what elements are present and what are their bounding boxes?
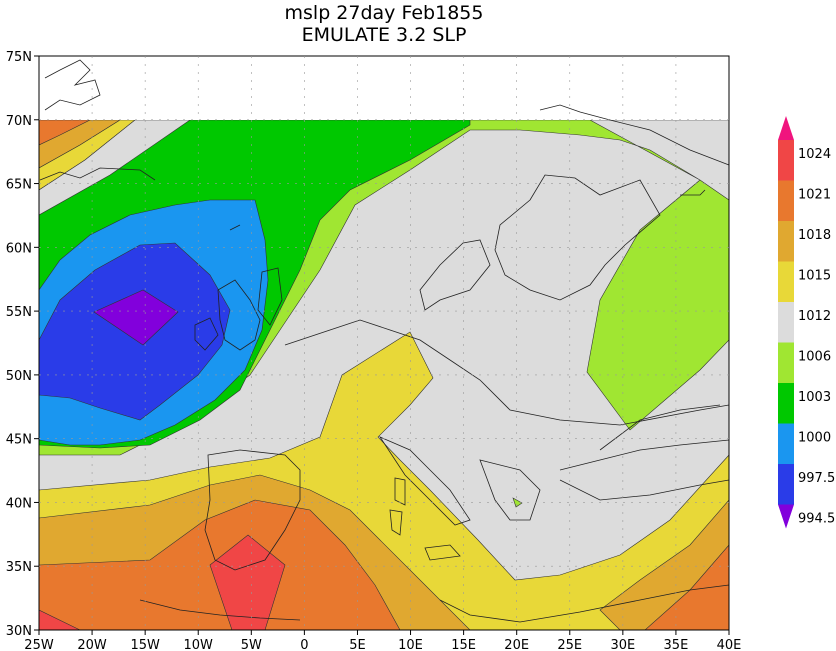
- y-tick-label: 30N: [6, 624, 32, 639]
- x-tick-label: 25W: [24, 638, 54, 651]
- x-tick-label: 15W: [130, 638, 160, 651]
- colorbar-segment: [778, 423, 794, 464]
- colorbar-segment: [778, 342, 794, 383]
- x-tick-label: 5E: [349, 638, 366, 651]
- colorbar-segment: [778, 221, 794, 262]
- colorbar-label: 1000: [798, 431, 831, 446]
- chart-subtitle: EMULATE 3.2 SLP: [302, 24, 467, 46]
- colorbar-label: 994.5: [798, 512, 835, 527]
- colorbar-label: 1003: [798, 390, 831, 405]
- y-tick-label: 65N: [6, 178, 32, 193]
- y-tick-label: 70N: [6, 114, 32, 129]
- x-tick-label: 25E: [557, 638, 582, 651]
- x-tick-labels: 25W 20W 15W 10W 5W 0 5E 10E 15E 20E 25E 30E 35E 40E: [24, 630, 741, 651]
- colorbar-label: 1018: [798, 228, 831, 243]
- chart-title: mslp 27day Feb1855: [285, 2, 484, 24]
- colorbar-segment: [778, 464, 794, 505]
- field-nw-grey: [39, 120, 191, 216]
- colorbar-segment: [778, 383, 794, 424]
- y-tick-label: 45N: [6, 433, 32, 448]
- colorbar-label: 1012: [798, 309, 831, 324]
- colorbar-label: 997.5: [798, 471, 835, 486]
- x-tick-label: 40E: [717, 638, 742, 651]
- field-nw-orange: [39, 120, 91, 146]
- x-tick-label: 20E: [504, 638, 529, 651]
- field-spot: [512, 497, 523, 508]
- y-tick-label: 75N: [6, 50, 32, 65]
- colorbar-top-arrow: [778, 116, 794, 140]
- plot-frame: [38, 55, 730, 631]
- colorbar-label: 1024: [798, 147, 831, 162]
- colorbar-label: 1021: [798, 188, 831, 203]
- field-purple: [93, 289, 179, 346]
- x-tick-label: 5W: [241, 638, 262, 651]
- y-tick-label: 50N: [6, 369, 32, 384]
- x-tick-label: 15E: [451, 638, 476, 651]
- y-tick-label: 35N: [6, 560, 32, 575]
- colorbar-segment: [778, 140, 794, 181]
- colorbar-bottom-arrow: [778, 504, 794, 529]
- y-tick-label: 40N: [6, 496, 32, 511]
- colorbar-segment: [778, 261, 794, 302]
- x-tick-label: 20W: [77, 638, 107, 651]
- x-tick-label: 0: [300, 638, 308, 651]
- colorbar-segment: [778, 302, 794, 343]
- field-red-corner: [39, 609, 81, 630]
- colorbar-segment: [778, 180, 794, 221]
- contour-fields: [39, 120, 729, 630]
- coastlines: [39, 59, 730, 623]
- y-tick-label: 55N: [6, 305, 32, 320]
- x-tick-label: 10E: [398, 638, 423, 651]
- x-tick-label: 10W: [184, 638, 214, 651]
- y-tick-labels: 75N 70N 65N 60N 55N 50N 45N 40N 35N 30N: [6, 50, 39, 639]
- x-tick-label: 30E: [610, 638, 635, 651]
- field-orange-east: [644, 544, 729, 630]
- colorbar: 1024 1021 1018 1015 1012 1006 1003 1000 997.5 994…: [778, 116, 835, 529]
- gridlines: [39, 56, 729, 630]
- y-tick-label: 60N: [6, 241, 32, 256]
- colorbar-label: 1015: [798, 269, 831, 284]
- axes: 25W 20W 15W 10W 5W 0 5E 10E 15E 20E 25E 30E 35E 40E 7…: [6, 50, 742, 651]
- colorbar-label: 1006: [798, 350, 831, 365]
- x-tick-label: 35E: [664, 638, 689, 651]
